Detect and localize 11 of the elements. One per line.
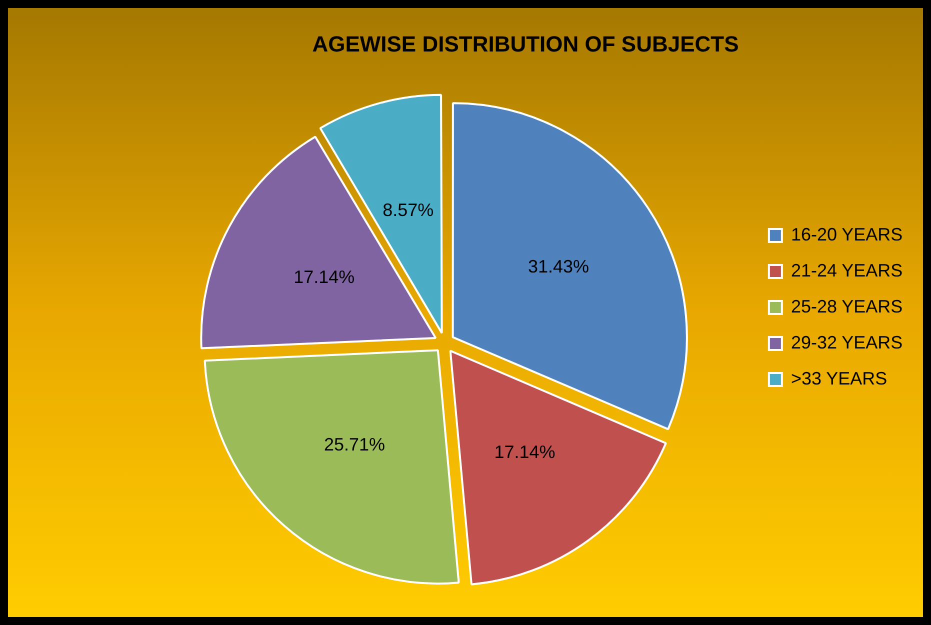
legend-label: >33 YEARS — [790, 368, 888, 388]
chart-title: AGEWISE DISTRIBUTION OF SUBJECTS — [312, 31, 739, 56]
data-label: 31.43% — [528, 256, 590, 276]
data-label: 8.57% — [382, 200, 434, 220]
data-label: 25.71% — [324, 434, 386, 455]
legend-label: 25-28 YEARS — [790, 296, 903, 316]
data-label: 17.14% — [494, 442, 556, 462]
legend-label: 21-24 YEARS — [790, 260, 903, 280]
data-label: 17.14% — [294, 266, 355, 287]
legend-label: 16-20 YEARS — [790, 224, 903, 244]
legend-label: 29-32 YEARS — [790, 332, 903, 352]
